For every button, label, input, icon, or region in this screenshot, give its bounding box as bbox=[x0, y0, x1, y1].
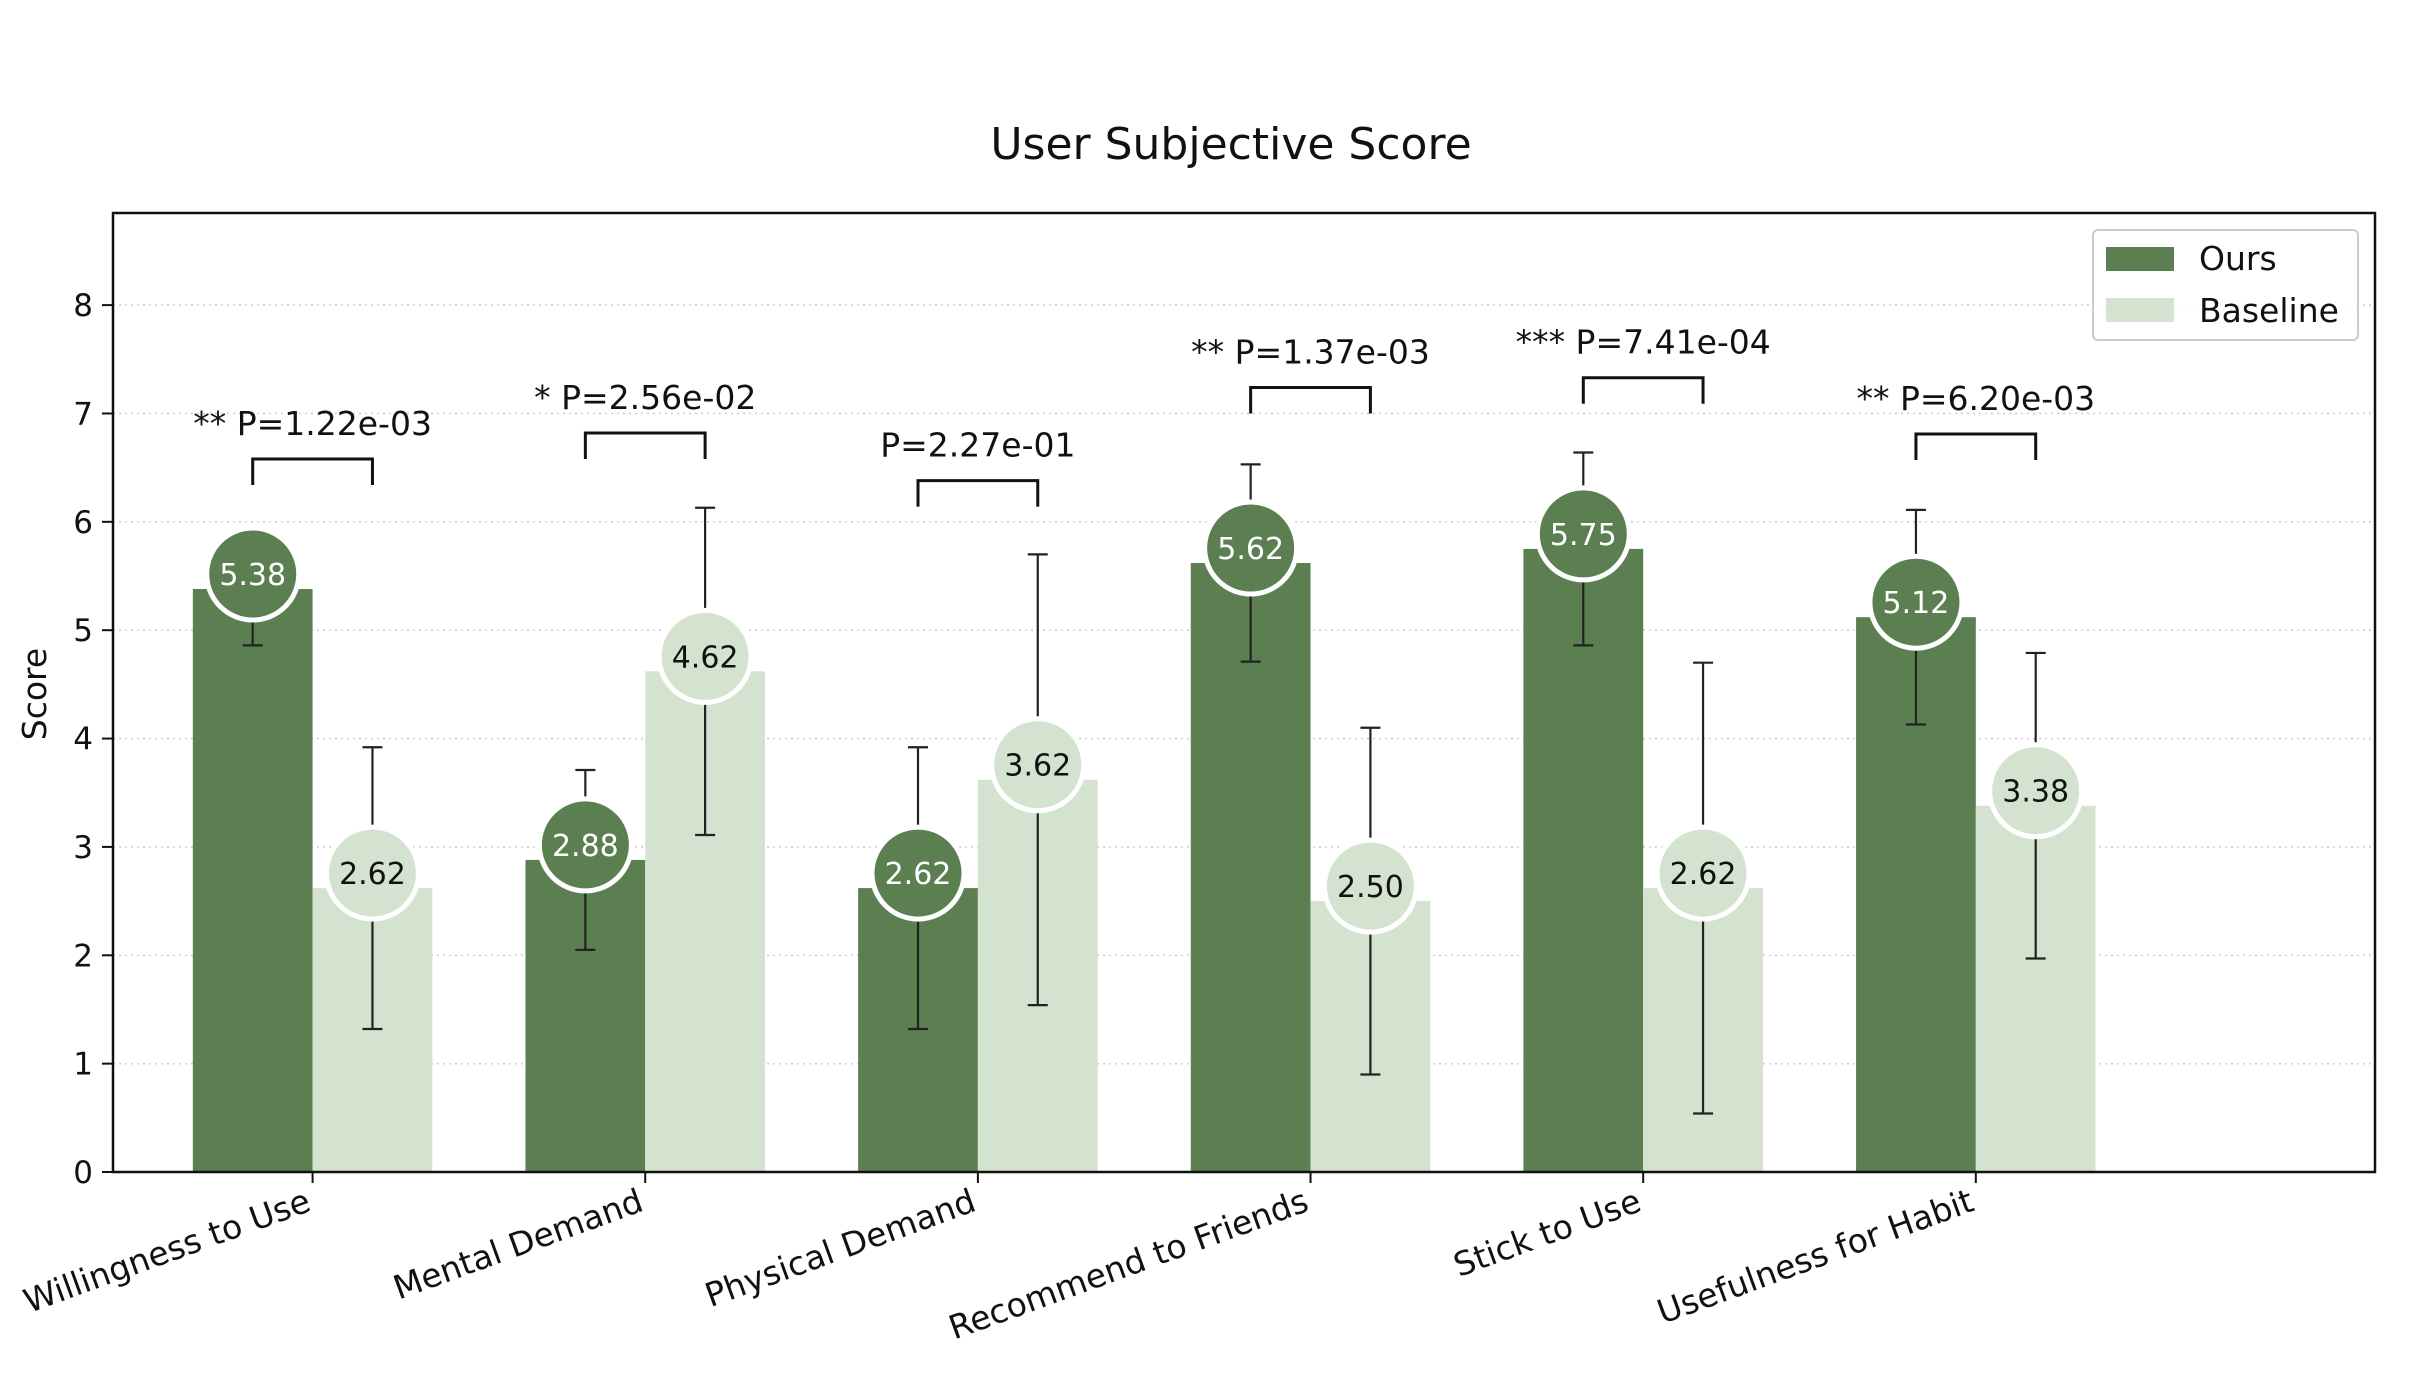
value-badge bbox=[656, 607, 754, 705]
value-badge bbox=[1534, 485, 1632, 583]
significance-bracket bbox=[1914, 432, 2038, 461]
value-label: 2.62 bbox=[885, 857, 952, 892]
significance-label: *** P=7.41e-04 bbox=[1516, 323, 1771, 362]
bar-ours bbox=[192, 589, 313, 1172]
plot-frame bbox=[111, 211, 2377, 1174]
bars bbox=[192, 548, 2096, 1172]
y-tick-label: 4 bbox=[73, 722, 93, 758]
x-tick-label: Physical Demand bbox=[700, 1181, 981, 1315]
value-label: 3.62 bbox=[1004, 749, 1071, 784]
value-badge bbox=[1321, 837, 1419, 935]
value-badges: 5.38 2.88 2.62 5.62 5.75 5.12 2.62 4.62 3.62 2.50… bbox=[204, 485, 2085, 935]
value-badge bbox=[1654, 824, 1752, 922]
x-tick-label: Willingness to Use bbox=[18, 1181, 315, 1321]
value-label: 3.38 bbox=[2002, 775, 2069, 810]
value-label: 2.62 bbox=[1670, 857, 1737, 892]
value-badge bbox=[323, 824, 421, 922]
value-badge bbox=[1987, 742, 2085, 840]
value-label: 4.62 bbox=[672, 640, 739, 675]
y-tick-label: 0 bbox=[73, 1155, 93, 1191]
value-badge bbox=[204, 525, 302, 623]
y-tick-label: 6 bbox=[73, 505, 93, 541]
legend-label-baseline: Baseline bbox=[2199, 291, 2339, 330]
legend-swatch-ours bbox=[2106, 247, 2174, 271]
value-badge bbox=[1867, 553, 1965, 651]
x-tick-label: Mental Demand bbox=[388, 1181, 648, 1307]
significance-annotations: ** P=1.22e-03 * P=2.56e-02 P=2.27e-01 ** P=… bbox=[193, 323, 2095, 507]
value-badge bbox=[536, 796, 634, 894]
y-tick-label: 2 bbox=[73, 938, 93, 974]
value-label: 5.12 bbox=[1883, 586, 1950, 621]
value-label: 5.38 bbox=[219, 558, 286, 593]
y-tick-label: 5 bbox=[73, 613, 93, 649]
y-axis-label: Score bbox=[15, 648, 54, 740]
value-label: 2.88 bbox=[552, 829, 619, 864]
significance-label: ** P=6.20e-03 bbox=[1856, 379, 2095, 418]
x-tick-label: Usefulness for Habit bbox=[1652, 1181, 1979, 1332]
legend: Ours Baseline bbox=[2092, 229, 2359, 341]
significance-bracket bbox=[251, 457, 374, 485]
bar-ours bbox=[1523, 548, 1644, 1172]
error-bars bbox=[242, 451, 2046, 1115]
value-badge bbox=[1202, 499, 1300, 597]
bar-ours bbox=[1190, 563, 1311, 1172]
x-tick-label: Recommend to Friends bbox=[943, 1181, 1313, 1347]
value-badge bbox=[989, 716, 1087, 814]
significance-label: * P=2.56e-02 bbox=[534, 378, 756, 417]
significance-bracket bbox=[1249, 385, 1372, 414]
value-label: 2.62 bbox=[339, 857, 406, 892]
value-badge bbox=[869, 824, 967, 922]
legend-swatch-baseline bbox=[2106, 298, 2174, 322]
x-tick-label: Stick to Use bbox=[1448, 1181, 1646, 1285]
value-label: 5.75 bbox=[1550, 518, 1617, 553]
significance-label: P=2.27e-01 bbox=[880, 426, 1075, 465]
y-tick-label: 7 bbox=[73, 396, 93, 432]
y-tick-label: 1 bbox=[73, 1047, 93, 1083]
legend-label-ours: Ours bbox=[2199, 239, 2277, 278]
y-tick-label: 8 bbox=[73, 288, 93, 324]
value-label: 5.62 bbox=[1217, 532, 1284, 567]
significance-bracket bbox=[1581, 376, 1705, 404]
significance-label: ** P=1.22e-03 bbox=[193, 404, 432, 443]
significance-label: ** P=1.37e-03 bbox=[1191, 332, 1430, 371]
significance-bracket bbox=[916, 479, 1040, 507]
value-label: 2.50 bbox=[1337, 870, 1404, 905]
y-tick-label: 3 bbox=[73, 830, 93, 866]
significance-bracket bbox=[583, 431, 707, 459]
chart-title: User Subjective Score bbox=[990, 119, 1471, 170]
